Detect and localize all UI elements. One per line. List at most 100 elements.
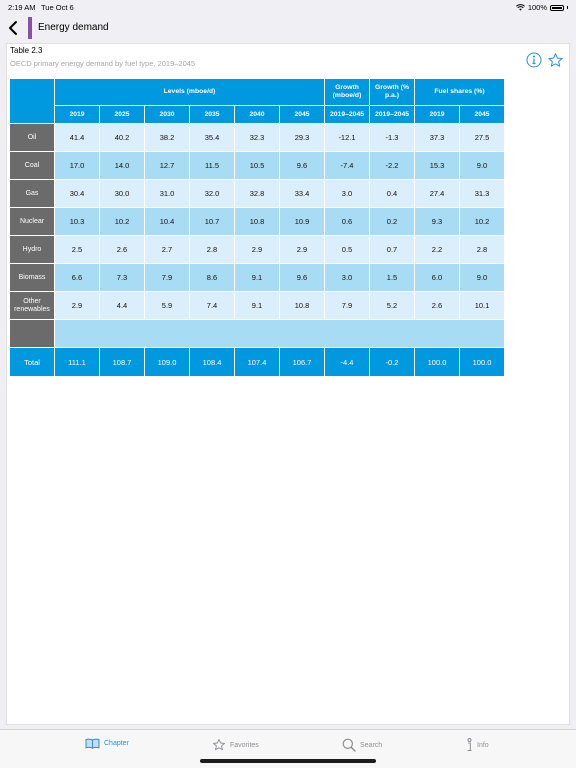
table-cell: 10.8 xyxy=(279,291,325,320)
total-cell: -0.2 xyxy=(369,347,415,377)
table-row: Nuclear 10.3 10.2 10.4 10.7 10.8 10.9 0.6 0.2 9.3… xyxy=(9,207,505,236)
total-cell: 108.7 xyxy=(99,347,145,377)
table-cell: 33.4 xyxy=(279,179,325,208)
column-header: 2030 xyxy=(144,105,190,124)
table-cell: 9.0 xyxy=(459,263,505,292)
row-label: Nuclear xyxy=(9,207,55,236)
page-title: Energy demand xyxy=(38,22,109,33)
table-row-empty xyxy=(9,319,505,348)
status-right: 100% xyxy=(515,3,568,12)
total-cell: 108.4 xyxy=(189,347,235,377)
table-cell: 10.3 xyxy=(54,207,100,236)
table-cell: 4.4 xyxy=(99,291,145,320)
tab-favorites[interactable]: Favorites xyxy=(212,738,259,752)
table-cell: 0.5 xyxy=(324,235,370,264)
table-cell: 2.6 xyxy=(99,235,145,264)
table-cell: 30.0 xyxy=(99,179,145,208)
table-cell: 17.0 xyxy=(54,151,100,180)
table-row: Oil 41.4 40.2 38.2 35.4 32.3 29.3 -12.1 -1.3 37.3… xyxy=(9,123,505,152)
tab-chapter[interactable]: Chapter xyxy=(85,738,129,749)
table-cell: 14.0 xyxy=(99,151,145,180)
total-cell: 106.7 xyxy=(279,347,325,377)
tab-label: Search xyxy=(360,741,383,749)
table-cell: 10.5 xyxy=(234,151,280,180)
back-chevron-icon[interactable] xyxy=(6,19,22,37)
table-cell: 31.0 xyxy=(144,179,190,208)
favorite-star-icon[interactable] xyxy=(547,52,564,69)
table-cell: 15.3 xyxy=(414,151,460,180)
table-row-total: Total 111.1 108.7 109.0 108.4 107.4 106.7 -4.4-… xyxy=(9,347,505,377)
table-cell: 5.9 xyxy=(144,291,190,320)
table-cell: 9.6 xyxy=(279,151,325,180)
table-cell: 5.2 xyxy=(369,291,415,320)
total-cell: 109.0 xyxy=(144,347,190,377)
tab-label: Chapter xyxy=(104,740,129,747)
table-cell: 31.3 xyxy=(459,179,505,208)
tab-label: Favorites xyxy=(230,741,259,749)
table-cell: 0.6 xyxy=(324,207,370,236)
table-cell: 3.0 xyxy=(324,263,370,292)
table-cell: 2.6 xyxy=(414,291,460,320)
table-cell: 32.8 xyxy=(234,179,280,208)
tab-search[interactable]: Search xyxy=(342,738,382,752)
row-label: Coal xyxy=(9,151,55,180)
table-cell: 29.3 xyxy=(279,123,325,152)
table-cell: 37.3 xyxy=(414,123,460,152)
table-cell: 32.0 xyxy=(189,179,235,208)
table-row: Coal 17.0 14.0 12.7 11.5 10.5 9.6 -7.4 -2.2 15.3 9… xyxy=(9,151,505,180)
table-cell: -7.4 xyxy=(324,151,370,180)
table-row: Biomass 6.6 7.3 7.9 8.6 9.1 9.6 3.0 1.5 6.0 9.0 xyxy=(9,263,505,292)
table-body: Oil 41.4 40.2 38.2 35.4 32.3 29.3 -12.1 -1.3 37.3… xyxy=(9,123,505,377)
table-cell: 2.9 xyxy=(279,235,325,264)
table-cell: 9.1 xyxy=(234,291,280,320)
total-cell: 100.0 xyxy=(414,347,460,377)
header-levels: Levels (mboe/d) xyxy=(54,78,325,106)
table-cell: 27.4 xyxy=(414,179,460,208)
status-time: 2:19 AM xyxy=(8,3,36,12)
header-corner xyxy=(9,78,55,124)
table-cell: 6.0 xyxy=(414,263,460,292)
column-header: 2019–2045 xyxy=(324,105,370,124)
table-cell: 3.0 xyxy=(324,179,370,208)
table-cell: 2.5 xyxy=(54,235,100,264)
table-row: Other renewables 2.9 4.4 5.9 7.4 9.1 10.8 7.9 5.… xyxy=(9,291,505,320)
energy-demand-table: Levels (mboe/d) Growth (mboe/d) Growth (… xyxy=(9,78,505,377)
table-cell: 1.5 xyxy=(369,263,415,292)
table-cell: 0.4 xyxy=(369,179,415,208)
table-cell: 9.6 xyxy=(279,263,325,292)
column-header: 2019 xyxy=(414,105,460,124)
book-icon xyxy=(85,738,100,749)
table-cell: 41.4 xyxy=(54,123,100,152)
table-cell: 2.9 xyxy=(234,235,280,264)
header-growth-pct: Growth (% p.a.) xyxy=(369,78,415,106)
table-cell: 38.2 xyxy=(144,123,190,152)
column-header: 2025 xyxy=(99,105,145,124)
table-number: Table 2.3 xyxy=(10,46,43,55)
table-cell: 0.2 xyxy=(369,207,415,236)
column-header: 2019 xyxy=(54,105,100,124)
header-growth-abs: Growth (mboe/d) xyxy=(324,78,370,106)
column-header: 2045 xyxy=(459,105,505,124)
table-cell: 10.4 xyxy=(144,207,190,236)
table-cell: 7.3 xyxy=(99,263,145,292)
table-cell: 2.7 xyxy=(144,235,190,264)
empty-cell xyxy=(54,319,505,348)
column-header: 2045 xyxy=(279,105,325,124)
info-icon xyxy=(467,738,472,751)
table-cell: 9.0 xyxy=(459,151,505,180)
row-label: Other renewables xyxy=(9,291,55,320)
tab-info[interactable]: Info xyxy=(466,738,489,752)
wifi-icon xyxy=(515,4,525,11)
table-cell: 10.2 xyxy=(99,207,145,236)
table-cell: 2.2 xyxy=(414,235,460,264)
table-cell: -12.1 xyxy=(324,123,370,152)
row-label: Hydro xyxy=(9,235,55,264)
table-cell: 7.9 xyxy=(144,263,190,292)
row-label: Biomass xyxy=(9,263,55,292)
table-cell: 2.9 xyxy=(54,291,100,320)
info-icon[interactable] xyxy=(526,52,542,68)
total-label: Total xyxy=(9,347,55,377)
table-cell: 6.6 xyxy=(54,263,100,292)
table-row: Gas 30.4 30.0 31.0 32.0 32.8 33.4 3.0 0.4 27.4 31.… xyxy=(9,179,505,208)
table-cell: 27.5 xyxy=(459,123,505,152)
